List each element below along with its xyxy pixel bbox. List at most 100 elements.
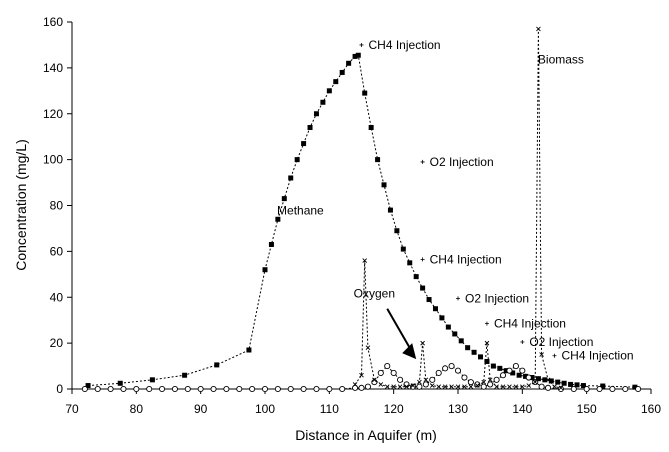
methane-point (600, 383, 606, 389)
methane-point (426, 297, 432, 303)
y-tick-label: 60 (50, 244, 64, 258)
biomass-point (500, 384, 506, 390)
oxygen-point (525, 374, 532, 381)
methane-point (346, 60, 352, 66)
biomass-point (372, 377, 377, 383)
oxygen-point (422, 381, 429, 388)
methane-point (394, 228, 400, 234)
oxygen-point (570, 385, 577, 393)
oxygen-point (416, 383, 423, 390)
oxygen-point (474, 381, 481, 388)
methane-point (535, 376, 541, 382)
oxygen-point (622, 385, 629, 393)
oxygen-point (545, 384, 552, 391)
biomass-point (397, 384, 403, 390)
biomass-point (520, 384, 525, 390)
biomass-point (362, 258, 368, 263)
biomass-point (410, 383, 416, 388)
x-tick-label: 150 (577, 402, 597, 416)
oxygen-point (94, 385, 101, 393)
methane-point (182, 372, 188, 378)
biomass-point (539, 352, 544, 357)
biomass-point (494, 384, 499, 390)
methane-point (375, 157, 381, 163)
methane-point (339, 69, 345, 75)
injection-marker (420, 257, 425, 262)
methane-point (387, 207, 393, 213)
oxygen-point (159, 385, 166, 393)
oxygen-point (512, 363, 519, 370)
methane-point (301, 141, 307, 147)
methane-point (445, 324, 451, 330)
methane-point (484, 358, 490, 364)
biomass-point (423, 377, 429, 383)
x-tick-label: 80 (130, 402, 144, 416)
y-tick-label: 0 (56, 382, 63, 396)
oxygen-point (448, 363, 455, 370)
oxygen-point (583, 385, 590, 393)
methane-point (262, 267, 268, 273)
oxygen-point (358, 384, 365, 391)
methane-point (452, 331, 458, 337)
oxygen-point (339, 385, 346, 393)
methane-point (275, 216, 281, 222)
oxygen-point (499, 372, 507, 379)
oxygen-point (596, 385, 603, 393)
oxygen-point (384, 363, 391, 370)
methane-point (307, 125, 313, 131)
x-tick-label: 70 (65, 402, 79, 416)
methane-point (268, 241, 274, 247)
injection-label: CH4 Injection (494, 317, 566, 331)
oxygen-point (435, 369, 442, 376)
biomass-point (526, 383, 532, 388)
biomass-point (532, 379, 538, 385)
series-label-methane: Methane (277, 204, 324, 218)
biomass-point (391, 384, 396, 390)
x-tick-label: 120 (384, 402, 404, 416)
methane-point (432, 306, 438, 312)
oxygen-point (313, 385, 320, 393)
biomass-point (384, 384, 390, 390)
methane-point (561, 380, 567, 386)
y-tick-label: 40 (50, 290, 64, 304)
methane-point (555, 379, 561, 385)
methane-point (439, 315, 445, 321)
y-axis-title: Concentration (mg/L) (13, 139, 29, 271)
oxygen-point (390, 369, 397, 376)
oxygen-point (609, 385, 616, 393)
oxygen-point (107, 385, 114, 393)
biomass-point (404, 384, 409, 390)
oxygen-arrow-shaft (386, 308, 414, 353)
y-tick-label: 80 (50, 199, 64, 213)
biomass-point (484, 340, 490, 346)
oxygen-point (364, 383, 371, 390)
methane-point (326, 88, 332, 94)
methane-point (246, 347, 252, 353)
biomass-point (513, 384, 519, 390)
biomass-point (359, 372, 364, 378)
oxygen-point (223, 385, 230, 393)
oxygen-point (120, 385, 127, 393)
methane-point (355, 52, 361, 58)
methane-point (523, 373, 529, 379)
biomass-point (455, 384, 461, 390)
y-tick-label: 20 (50, 336, 64, 350)
biomass-point (487, 377, 493, 383)
biomass-point (429, 383, 435, 388)
methane-point (381, 182, 387, 188)
oxygen-point (326, 385, 333, 393)
methane-point (478, 354, 484, 360)
methane-point (320, 99, 326, 105)
oxygen-point (454, 367, 462, 374)
methane-point (288, 175, 294, 181)
methane-point (149, 377, 155, 383)
methane-point (294, 157, 300, 163)
methane-point (529, 375, 535, 381)
biomass-point (558, 385, 564, 391)
injection-marker (520, 339, 525, 344)
oxygen-point (467, 379, 474, 386)
methane-point (516, 372, 522, 378)
biomass-point (552, 384, 557, 390)
oxygen-point (538, 383, 545, 390)
